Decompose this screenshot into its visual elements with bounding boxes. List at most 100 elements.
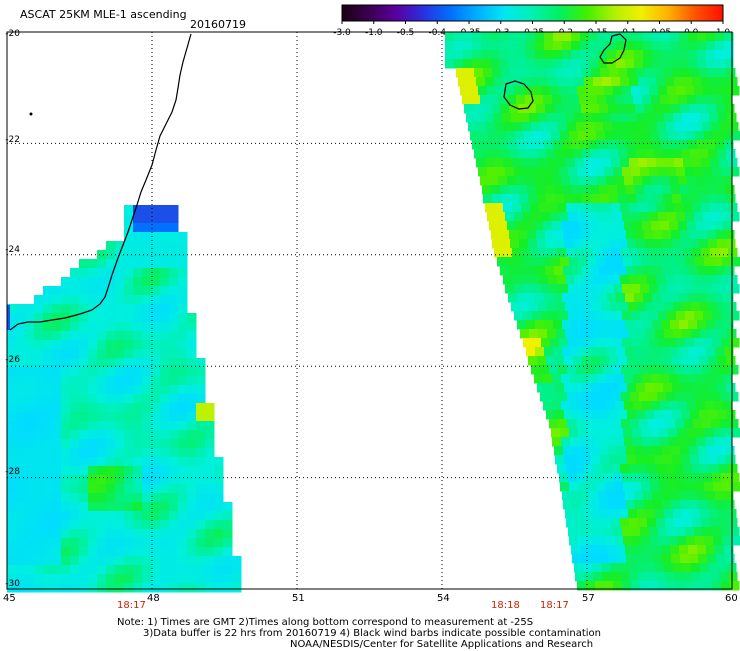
wind-cell <box>133 529 143 539</box>
wind-cell <box>609 356 619 366</box>
wind-cell <box>466 113 476 123</box>
wind-cell <box>526 41 536 51</box>
wind-cell <box>658 284 668 294</box>
wind-cell <box>730 311 740 321</box>
wind-cell <box>723 221 733 231</box>
wind-cell <box>568 167 578 177</box>
wind-cell <box>670 32 680 42</box>
wind-cell <box>634 491 644 501</box>
wind-cell <box>645 383 655 393</box>
wind-cell <box>544 50 554 60</box>
wind-cell <box>716 500 726 510</box>
wind-cell <box>187 403 197 413</box>
wind-cell <box>551 131 561 141</box>
wind-cell <box>574 302 584 312</box>
wind-cell <box>551 428 561 438</box>
wind-cell <box>160 376 170 386</box>
wind-cell <box>142 556 152 566</box>
wind-cell <box>584 572 594 582</box>
wind-cell <box>532 167 542 177</box>
wind-cell <box>581 185 591 195</box>
wind-cell <box>546 68 556 78</box>
wind-cell <box>642 437 652 447</box>
wind-cell <box>106 475 116 485</box>
wind-cell <box>471 95 481 105</box>
wind-cell <box>701 77 711 87</box>
wind-cell <box>685 473 695 483</box>
wind-cell <box>557 77 567 87</box>
wind-cell <box>7 493 17 503</box>
wind-cell <box>470 131 480 141</box>
wind-cell <box>694 527 704 537</box>
wind-cell <box>643 347 653 357</box>
wind-cell <box>674 518 684 528</box>
wind-cell <box>649 473 659 483</box>
wind-cell <box>692 158 702 168</box>
wind-cell <box>97 295 107 305</box>
wind-cell <box>43 376 53 386</box>
wind-cell <box>625 347 635 357</box>
wind-cell <box>124 232 134 242</box>
wind-cell <box>178 457 188 467</box>
wind-cell <box>124 331 134 341</box>
wind-cell <box>520 302 530 312</box>
wind-cell <box>726 356 736 366</box>
wind-cell <box>544 59 554 69</box>
wind-cell <box>43 331 53 341</box>
wind-cell <box>160 322 170 332</box>
wind-cell <box>719 518 729 528</box>
wind-cell <box>70 340 80 350</box>
wind-cell <box>196 565 206 575</box>
wind-cell <box>681 149 691 159</box>
wind-cell <box>697 347 707 357</box>
wind-cell <box>187 340 197 350</box>
wind-cell <box>223 547 233 557</box>
wind-cell <box>52 556 62 566</box>
wind-cell <box>25 511 35 521</box>
wind-cell <box>97 538 107 548</box>
wind-cell <box>79 277 89 287</box>
wind-cell <box>549 365 559 375</box>
wind-cell <box>660 374 670 384</box>
wind-cell <box>16 511 26 521</box>
wind-cell <box>79 520 89 530</box>
wind-cell <box>669 437 679 447</box>
wind-cell <box>16 502 26 512</box>
wind-cell <box>613 284 623 294</box>
wind-cell <box>530 275 540 285</box>
wind-cell <box>676 581 686 591</box>
wind-cell <box>481 140 491 150</box>
wind-cell <box>88 538 98 548</box>
wind-cell <box>133 511 143 521</box>
wind-cell <box>97 259 107 269</box>
wind-cell <box>223 520 233 530</box>
wind-cell <box>205 565 215 575</box>
wind-cell <box>702 419 712 429</box>
wind-cell <box>591 410 601 420</box>
wind-cell <box>25 358 35 368</box>
wind-cell <box>187 385 197 395</box>
wind-cell <box>43 574 53 584</box>
wind-cell <box>613 581 623 591</box>
wind-cell <box>698 500 708 510</box>
wind-cell <box>648 392 658 402</box>
wind-cell <box>627 68 637 78</box>
wind-cell <box>16 340 26 350</box>
wind-cell <box>709 113 719 123</box>
wind-cell <box>34 502 44 512</box>
wind-cell <box>618 455 628 465</box>
wind-cell <box>707 266 717 276</box>
wind-cell <box>25 502 35 512</box>
wind-cell <box>463 32 473 42</box>
wind-cell <box>187 538 197 548</box>
wind-cell <box>106 529 116 539</box>
wind-cell <box>445 50 455 60</box>
wind-cell <box>716 266 726 276</box>
wind-cell <box>580 320 590 330</box>
wind-cell <box>543 374 553 384</box>
wind-cell <box>660 221 670 231</box>
wind-cell <box>659 131 669 141</box>
wind-cell <box>503 275 513 285</box>
wind-cell <box>79 349 89 359</box>
wind-cell <box>661 50 671 60</box>
